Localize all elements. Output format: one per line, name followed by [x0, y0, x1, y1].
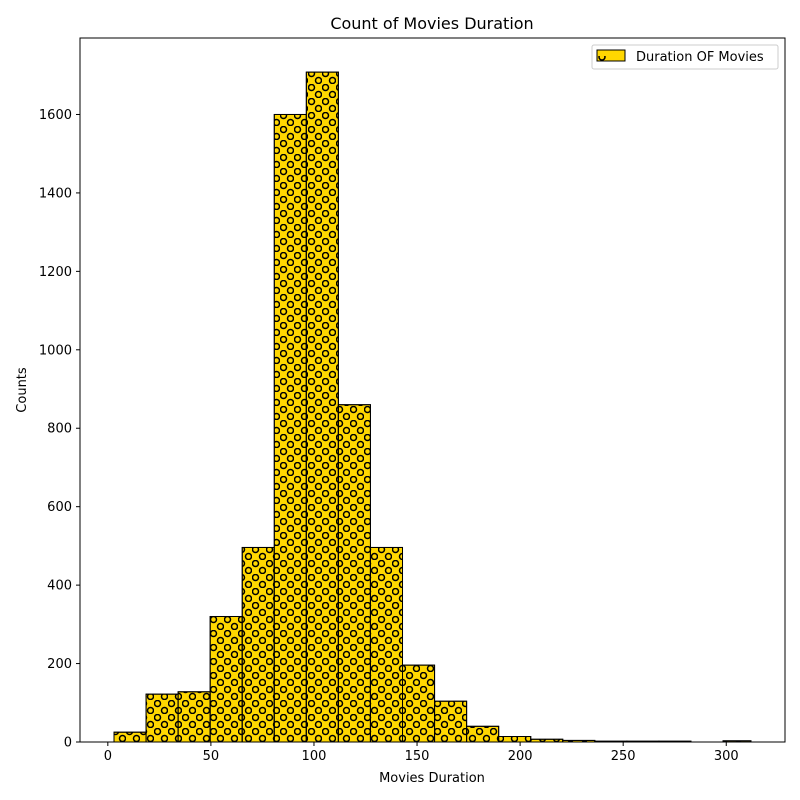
chart-title: Count of Movies Duration — [330, 14, 533, 33]
histogram-bar — [498, 736, 532, 743]
histogram-bar-hatch — [530, 739, 563, 742]
histogram-bar-hatch — [562, 740, 595, 742]
legend: Duration OF Movies — [591, 44, 779, 70]
histogram-bar — [177, 691, 211, 743]
x-tick-label: 300 — [714, 749, 739, 764]
x-tick-label: 0 — [104, 749, 112, 764]
histogram-bar-hatch — [146, 694, 179, 742]
histogram-bar — [305, 71, 339, 743]
y-tick-label: 800 — [47, 422, 72, 437]
histogram-bar-hatch — [338, 404, 371, 742]
legend-swatch-hatch — [597, 50, 625, 61]
histogram-bar — [434, 700, 468, 743]
y-tick-label: 1400 — [39, 186, 72, 201]
y-tick-label: 1000 — [39, 343, 72, 358]
histogram-bar — [466, 725, 500, 743]
histogram-bar-hatch — [242, 547, 275, 742]
y-tick-label: 1600 — [39, 108, 72, 123]
x-tick-label: 100 — [302, 749, 327, 764]
y-tick-label: 600 — [47, 500, 72, 515]
y-tick-label: 400 — [47, 579, 72, 594]
histogram-bar-hatch — [210, 616, 243, 742]
x-tick-label: 150 — [405, 749, 430, 764]
x-axis-ticks: 0 50 100 150 200 250 300 — [104, 742, 739, 764]
y-tick-label: 0 — [64, 736, 72, 751]
histogram-bar — [273, 113, 307, 743]
histogram-bar — [241, 546, 275, 743]
y-axis-ticks: 0 200 400 600 800 1000 1200 1400 1600 — [39, 108, 80, 751]
histogram-bar-hatch — [466, 726, 499, 742]
histogram-bar-hatch — [178, 691, 211, 742]
histogram-bar-hatch — [434, 701, 467, 742]
x-axis-label: Movies Duration — [379, 771, 485, 786]
y-axis-label: Counts — [15, 367, 30, 413]
histogram-bar-hatch — [498, 736, 531, 742]
histogram-bar — [402, 664, 436, 743]
histogram-bar-hatch — [402, 665, 435, 742]
x-tick-label: 200 — [508, 749, 533, 764]
histogram-bar-hatch — [370, 547, 403, 742]
x-tick-label: 50 — [203, 749, 220, 764]
legend-box — [591, 44, 779, 70]
histogram-bar — [209, 615, 243, 743]
histogram-bar — [337, 404, 371, 743]
y-tick-label: 1200 — [39, 265, 72, 280]
x-tick-label: 250 — [611, 749, 636, 764]
histogram-bar-hatch — [723, 740, 751, 742]
histogram-bar-hatch — [114, 732, 147, 742]
histogram-bar — [113, 731, 147, 743]
histogram-bar-hatch — [274, 114, 307, 742]
bars-group — [113, 71, 752, 743]
legend-label: Duration OF Movies — [636, 50, 764, 65]
histogram-bar — [145, 693, 179, 743]
histogram-bar-hatch — [306, 72, 339, 742]
histogram-bar — [369, 546, 404, 743]
y-tick-label: 200 — [47, 657, 72, 672]
plot-frame — [79, 37, 786, 743]
